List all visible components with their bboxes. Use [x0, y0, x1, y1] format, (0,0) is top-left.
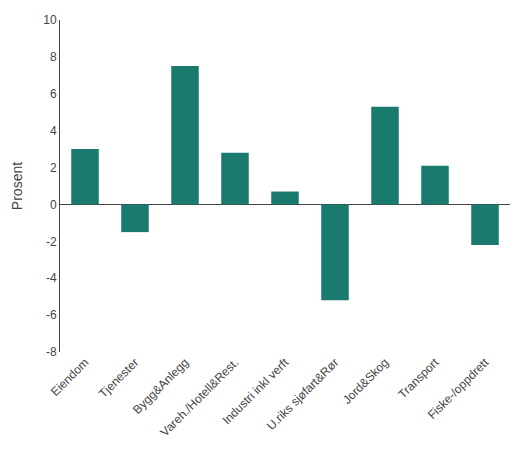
svg-text:-4: -4: [46, 271, 57, 285]
svg-text:-2: -2: [46, 235, 57, 249]
svg-text:6: 6: [50, 87, 57, 101]
svg-text:Tjenester: Tjenester: [96, 355, 141, 400]
svg-text:Fiske-/oppdrett: Fiske-/oppdrett: [425, 355, 492, 422]
svg-text:10: 10: [43, 13, 57, 27]
svg-text:Eiendom: Eiendom: [48, 355, 91, 398]
svg-text:Prosent: Prosent: [9, 162, 25, 210]
svg-text:0: 0: [50, 198, 57, 212]
svg-text:Industri inkl verft: Industri inkl verft: [220, 355, 292, 427]
svg-text:8: 8: [50, 50, 57, 64]
svg-text:U.riks sjøfart&Rør: U.riks sjøfart&Rør: [264, 355, 341, 432]
svg-text:Vareh./Hotell&Rest.: Vareh./Hotell&Rest.: [158, 355, 242, 439]
svg-text:Bygg&Anlegg: Bygg&Anlegg: [130, 355, 191, 416]
svg-text:Jord&Skog: Jord&Skog: [340, 355, 391, 406]
svg-text:Transport: Transport: [395, 355, 441, 401]
svg-text:4: 4: [50, 124, 57, 138]
svg-text:-6: -6: [46, 308, 57, 322]
svg-text:-8: -8: [46, 345, 57, 359]
svg-text:2: 2: [50, 161, 57, 175]
